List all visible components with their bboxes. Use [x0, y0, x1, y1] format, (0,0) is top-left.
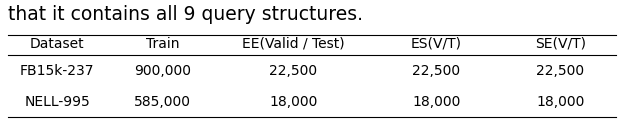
Text: 22,500: 22,500	[537, 64, 585, 78]
Text: 22,500: 22,500	[270, 64, 318, 78]
Text: FB15k-237: FB15k-237	[20, 64, 95, 78]
Text: Dataset: Dataset	[30, 37, 85, 51]
Text: 18,000: 18,000	[536, 95, 585, 109]
Text: NELL-995: NELL-995	[24, 95, 90, 109]
Text: EE(Valid / Test): EE(Valid / Test)	[242, 37, 344, 51]
Text: 18,000: 18,000	[412, 95, 461, 109]
Text: 900,000: 900,000	[134, 64, 192, 78]
Text: that it contains all 9 query structures.: that it contains all 9 query structures.	[7, 5, 363, 24]
Text: 585,000: 585,000	[134, 95, 192, 109]
Text: 18,000: 18,000	[269, 95, 318, 109]
Text: Train: Train	[146, 37, 180, 51]
Text: 22,500: 22,500	[412, 64, 461, 78]
Text: ES(V/T): ES(V/T)	[411, 37, 462, 51]
Text: SE(V/T): SE(V/T)	[535, 37, 586, 51]
